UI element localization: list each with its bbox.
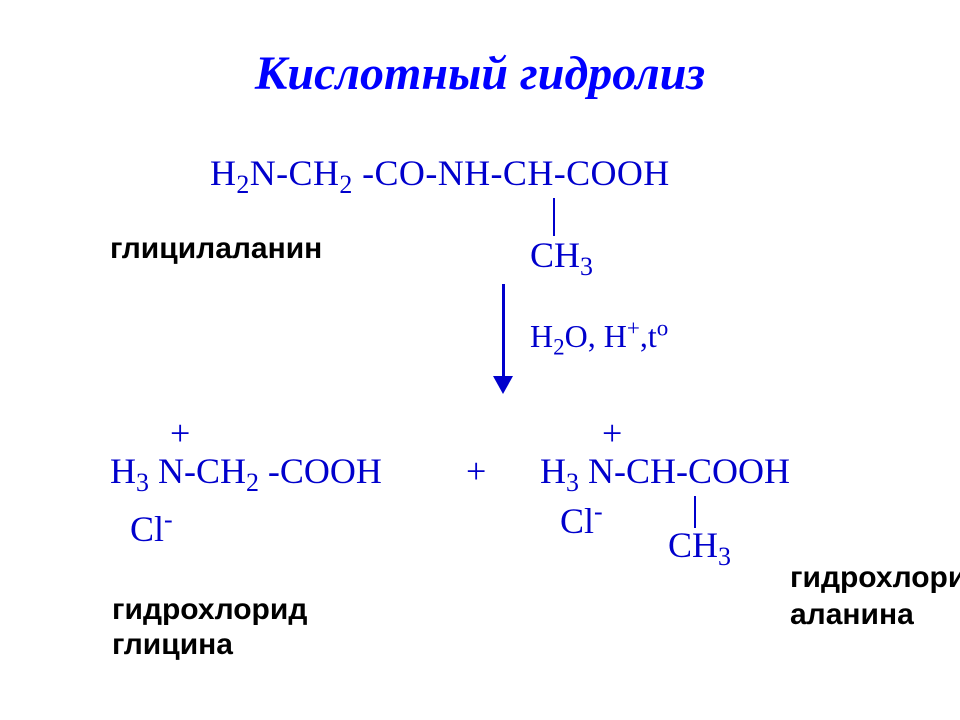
reaction-arrow-shaft [502, 284, 505, 379]
chloride-alanine: Cl- [560, 500, 603, 542]
slide-title: Кислотный гидролиз [0, 46, 960, 101]
label-glycylalanine: глицилаланин [110, 232, 322, 266]
product-alanine-ch3: CH3 [668, 524, 731, 566]
plus-between-products: + [466, 450, 486, 492]
bond-reactant-ch3 [553, 198, 555, 236]
product-glycine: H3 N-CH2 -COOH [110, 450, 382, 492]
reactant-formula: H2N-CH2 -CO-NH-CH-COOH [210, 152, 670, 194]
reaction-conditions: H2O, H+,to [530, 318, 668, 355]
label-alanine-hcl: гидрохлорид аланина [790, 560, 960, 633]
charge-alanine-N: + [602, 412, 622, 454]
chemistry-slide: Кислотный гидролиз H2N-CH2 -CO-NH-CH-COO… [0, 0, 960, 720]
label-glycine-hcl: гидрохлорид глицина [112, 592, 307, 663]
reactant-ch3: CH3 [530, 234, 593, 276]
chloride-glycine: Cl- [130, 508, 173, 550]
charge-glycine-N: + [170, 412, 190, 454]
reaction-arrow-head [493, 376, 513, 394]
product-alanine: H3 N-CH-COOH [540, 450, 790, 492]
